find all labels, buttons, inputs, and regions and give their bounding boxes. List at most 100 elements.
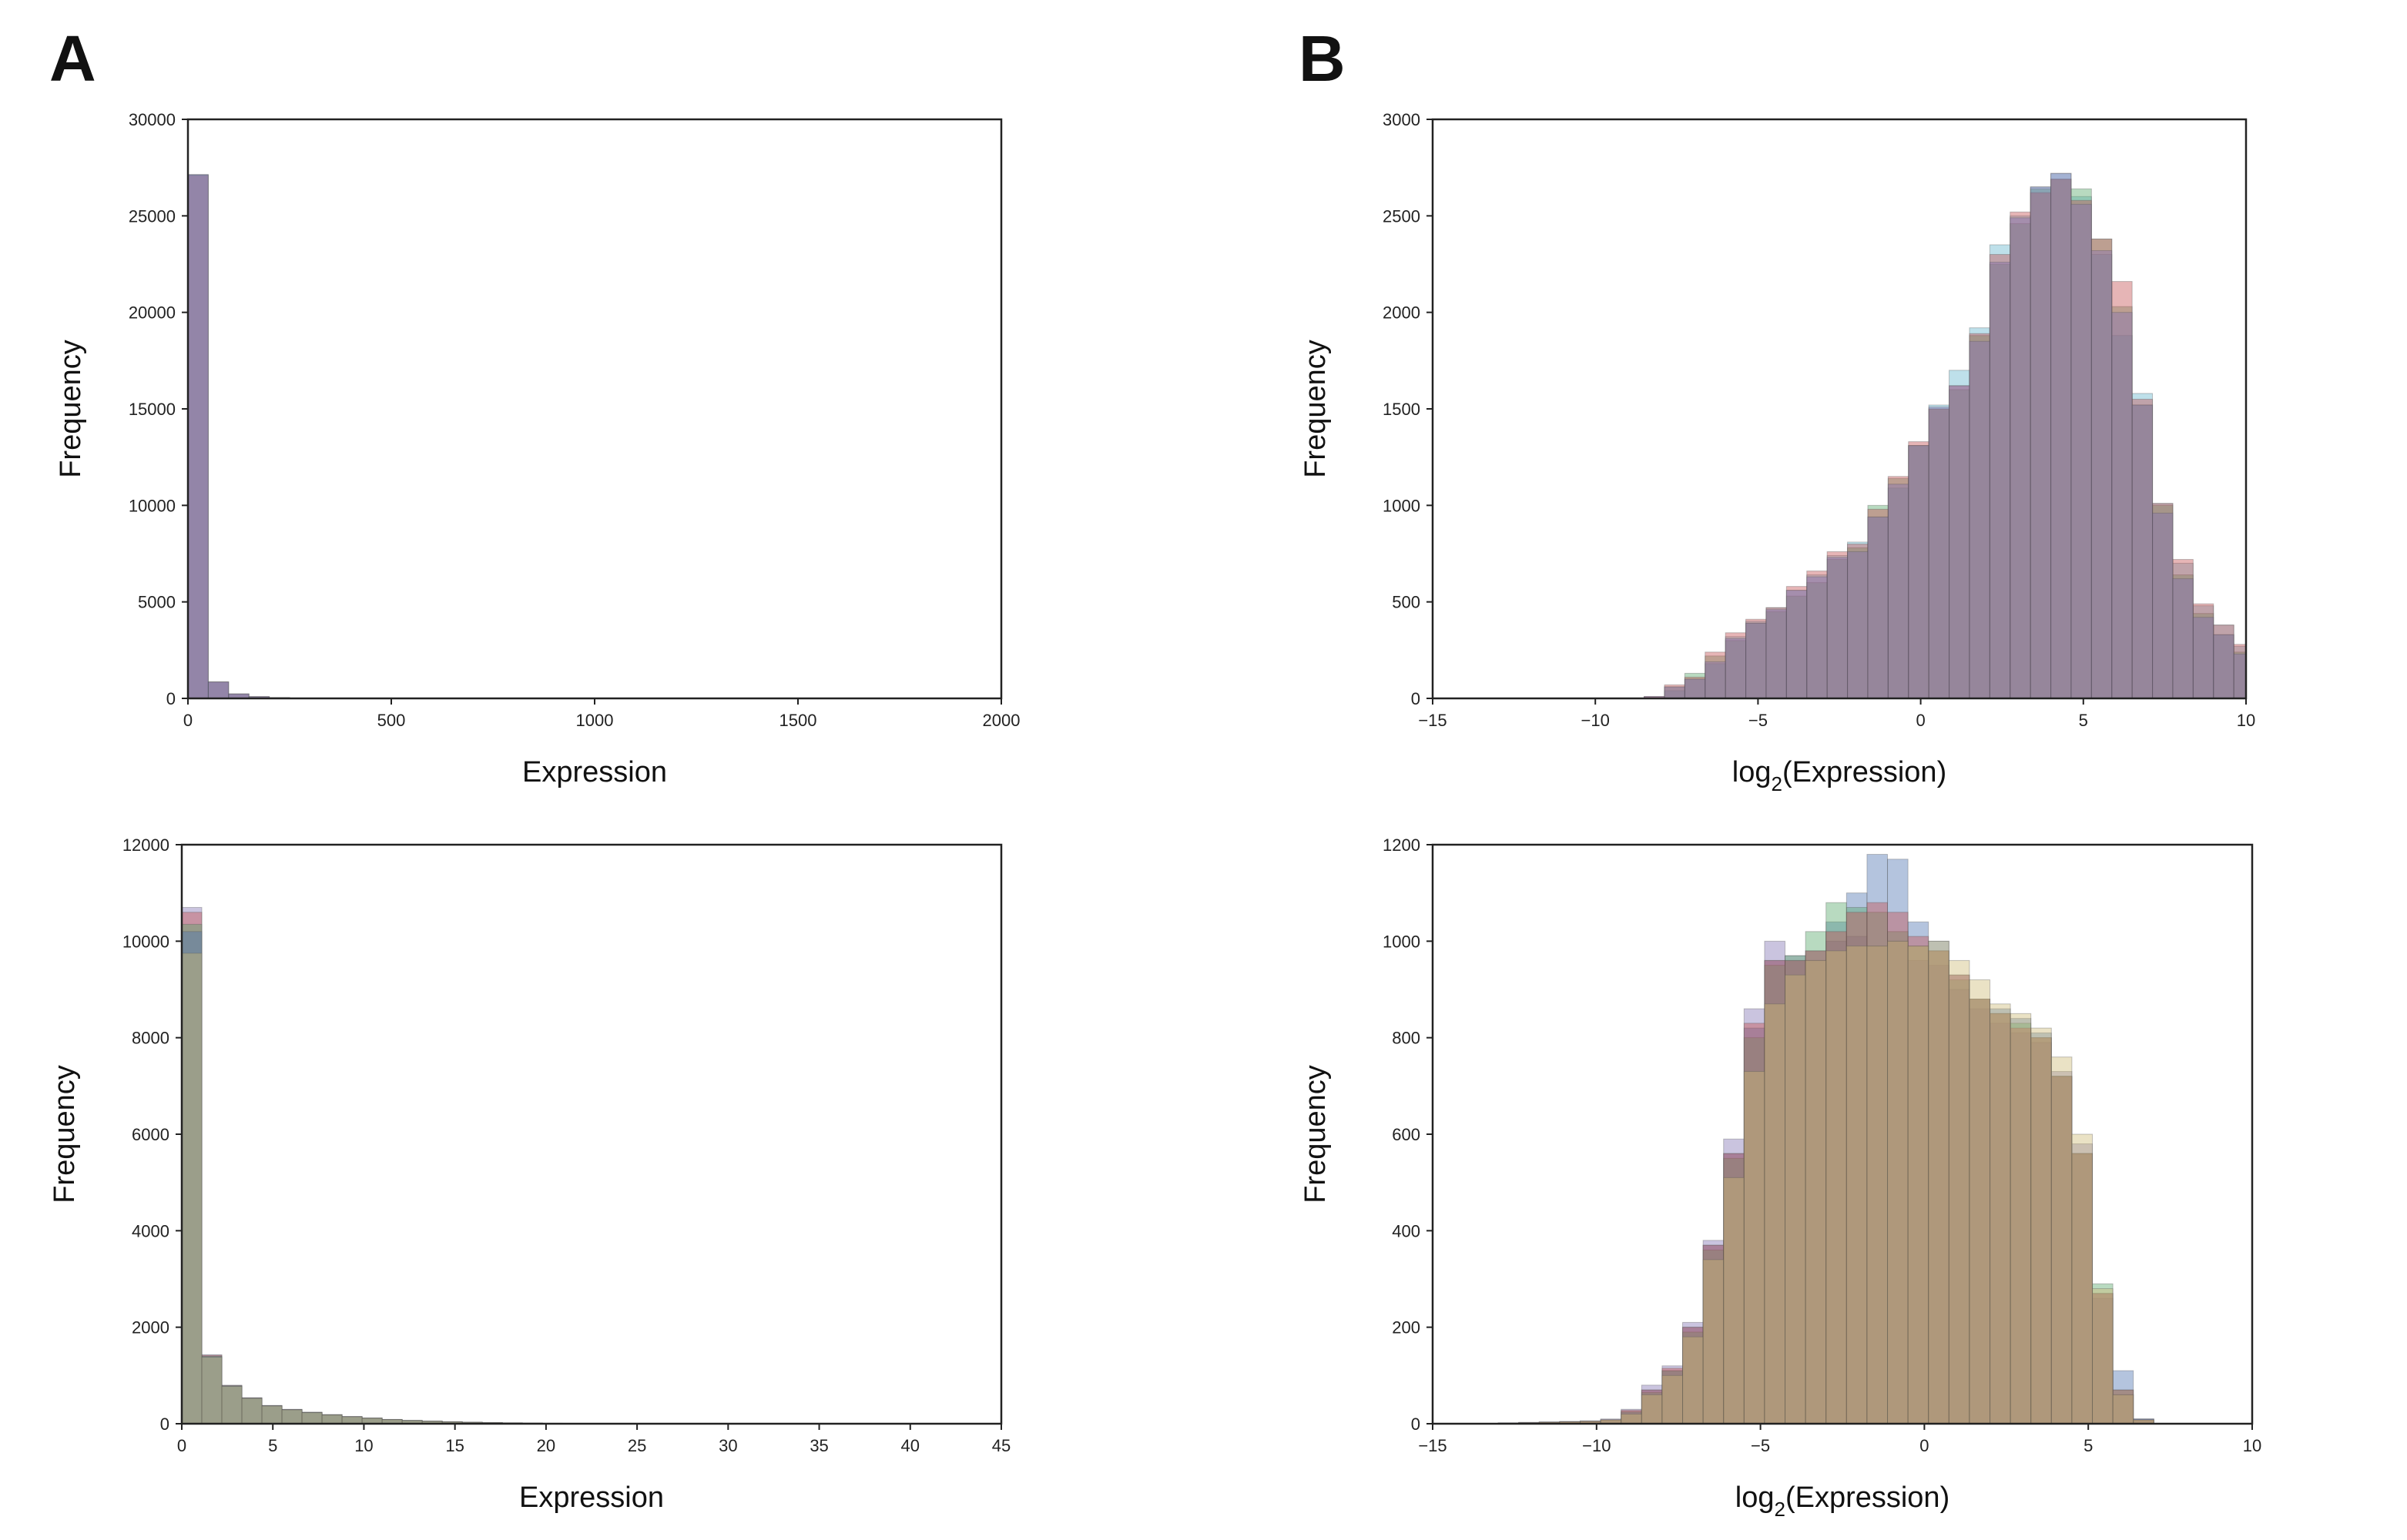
- histogram-bar: [1887, 912, 1909, 1424]
- histogram-bar: [1949, 370, 1970, 699]
- histogram-bar: [1969, 327, 1990, 699]
- histogram-bar: [2112, 1389, 2134, 1424]
- histogram-bar: [221, 1384, 243, 1424]
- histogram-bar: [1907, 946, 1929, 1424]
- series-1: [1497, 936, 2154, 1424]
- histogram-bar: [1948, 974, 1970, 1424]
- histogram-bar: [1805, 959, 1827, 1424]
- histogram-bar: [2192, 605, 2214, 699]
- y-tick-label: 30000: [129, 110, 176, 129]
- histogram-bar: [1661, 1368, 1684, 1424]
- histogram-bar: [1949, 385, 1970, 699]
- histogram-bar: [1805, 950, 1827, 1424]
- histogram-bar: [2030, 186, 2052, 699]
- histogram-bar: [2030, 1032, 2052, 1424]
- histogram-bar: [1928, 406, 1950, 699]
- histogram-bar: [1907, 946, 1929, 1424]
- histogram-bar: [181, 923, 203, 1424]
- histogram-bar: [1990, 1003, 2011, 1424]
- series-2: [1644, 179, 2247, 699]
- y-tick-label: 5000: [138, 593, 176, 612]
- histogram-bar: [1990, 1013, 2011, 1424]
- chart-4: −15 −10 −5 0 5 10 0 200 400 600 800 1000 1200 log2(Ex…: [1299, 835, 2261, 1521]
- histogram-bar: [1825, 931, 1847, 1424]
- histogram-bar: [2010, 1023, 2032, 1424]
- histogram-bar: [241, 1397, 263, 1424]
- histogram-bar: [1743, 1037, 1765, 1424]
- histogram-bar: [1661, 1374, 1684, 1424]
- x-tick-label: 10: [354, 1436, 373, 1455]
- histogram-bar: [2010, 215, 2031, 699]
- histogram-bar: [2070, 199, 2092, 699]
- histogram-bar: [2112, 1394, 2134, 1424]
- histogram-bar: [1969, 1008, 1991, 1424]
- histogram-bar: [1743, 1008, 1765, 1424]
- histogram-bar: [2090, 238, 2113, 699]
- x-tick-label: 10: [2237, 711, 2255, 730]
- y-tick-label: 1500: [1383, 400, 1420, 419]
- x-tick-label: 0: [1916, 711, 1925, 730]
- histogram-bar: [201, 1355, 223, 1424]
- histogram-bar: [1845, 912, 1868, 1424]
- histogram-bar: [1661, 1370, 1684, 1424]
- y-tick-label: 1200: [1383, 835, 1420, 855]
- histogram-bar: [1785, 959, 1806, 1424]
- x-tick-label: −5: [1751, 1436, 1770, 1455]
- y-axis-label: Frequency: [1299, 1065, 1332, 1204]
- histogram-bar: [1908, 445, 1929, 699]
- histogram-bar: [1948, 959, 1970, 1424]
- histogram-bar: [2010, 223, 2031, 699]
- histogram-bar: [2010, 1018, 2032, 1424]
- histogram-bar: [2092, 1293, 2114, 1424]
- histogram-bar: [207, 681, 230, 699]
- histogram-bar: [1908, 445, 1929, 699]
- histogram-bar: [1702, 1240, 1725, 1424]
- histogram-bar: [1845, 892, 1868, 1424]
- y-tick-label: 20000: [129, 303, 176, 323]
- histogram-bar: [1969, 999, 1991, 1424]
- histogram-bar: [2030, 1042, 2052, 1424]
- histogram-bar: [1948, 989, 1970, 1424]
- histogram-bar: [2111, 281, 2133, 699]
- histogram-bar: [1664, 686, 1685, 699]
- histogram-bar: [1928, 940, 1949, 1424]
- histogram-bar: [221, 1385, 243, 1424]
- histogram-bar: [1928, 950, 1949, 1424]
- series-5: [1497, 940, 2154, 1424]
- histogram-bar: [1743, 1027, 1765, 1424]
- histogram-bar: [2152, 512, 2174, 699]
- histogram-bar: [1661, 1365, 1684, 1424]
- histogram-bar: [2213, 634, 2234, 699]
- x-tick-label: 30: [719, 1436, 737, 1455]
- histogram-bar: [1723, 1157, 1745, 1424]
- histogram-bar: [1928, 404, 1950, 699]
- x-tick-label: 35: [810, 1436, 828, 1455]
- histogram-bar: [281, 1409, 303, 1424]
- x-tick-label: 25: [628, 1436, 646, 1455]
- histogram-bar: [2071, 1133, 2094, 1424]
- x-tick-label: −10: [1582, 1436, 1611, 1455]
- histogram-bar: [241, 1397, 263, 1424]
- histogram-bar: [1765, 611, 1787, 699]
- series-4: [181, 931, 623, 1424]
- histogram-bar: [2030, 1037, 2052, 1424]
- histogram-bar: [1866, 946, 1889, 1424]
- series-3: [1644, 179, 2247, 699]
- x-tick-label: 500: [377, 711, 406, 730]
- x-tick-label: 5: [268, 1436, 277, 1455]
- x-tick-label: 1500: [779, 711, 817, 730]
- histogram-bar: [1805, 959, 1827, 1424]
- histogram-bar: [1745, 621, 1767, 699]
- y-axis-label: Frequency: [49, 1065, 81, 1204]
- histogram-bar: [2071, 1143, 2094, 1424]
- y-tick-label: 3000: [1383, 110, 1420, 129]
- histogram-bar: [1866, 946, 1889, 1424]
- histogram-bar: [1702, 1244, 1725, 1424]
- histogram-bar: [1785, 959, 1806, 1424]
- histogram-bar: [2152, 503, 2174, 699]
- histogram-bar: [1969, 333, 1990, 699]
- histogram-bar: [2092, 1297, 2114, 1424]
- histogram-bar: [1989, 253, 2011, 699]
- series-2: [181, 912, 623, 1424]
